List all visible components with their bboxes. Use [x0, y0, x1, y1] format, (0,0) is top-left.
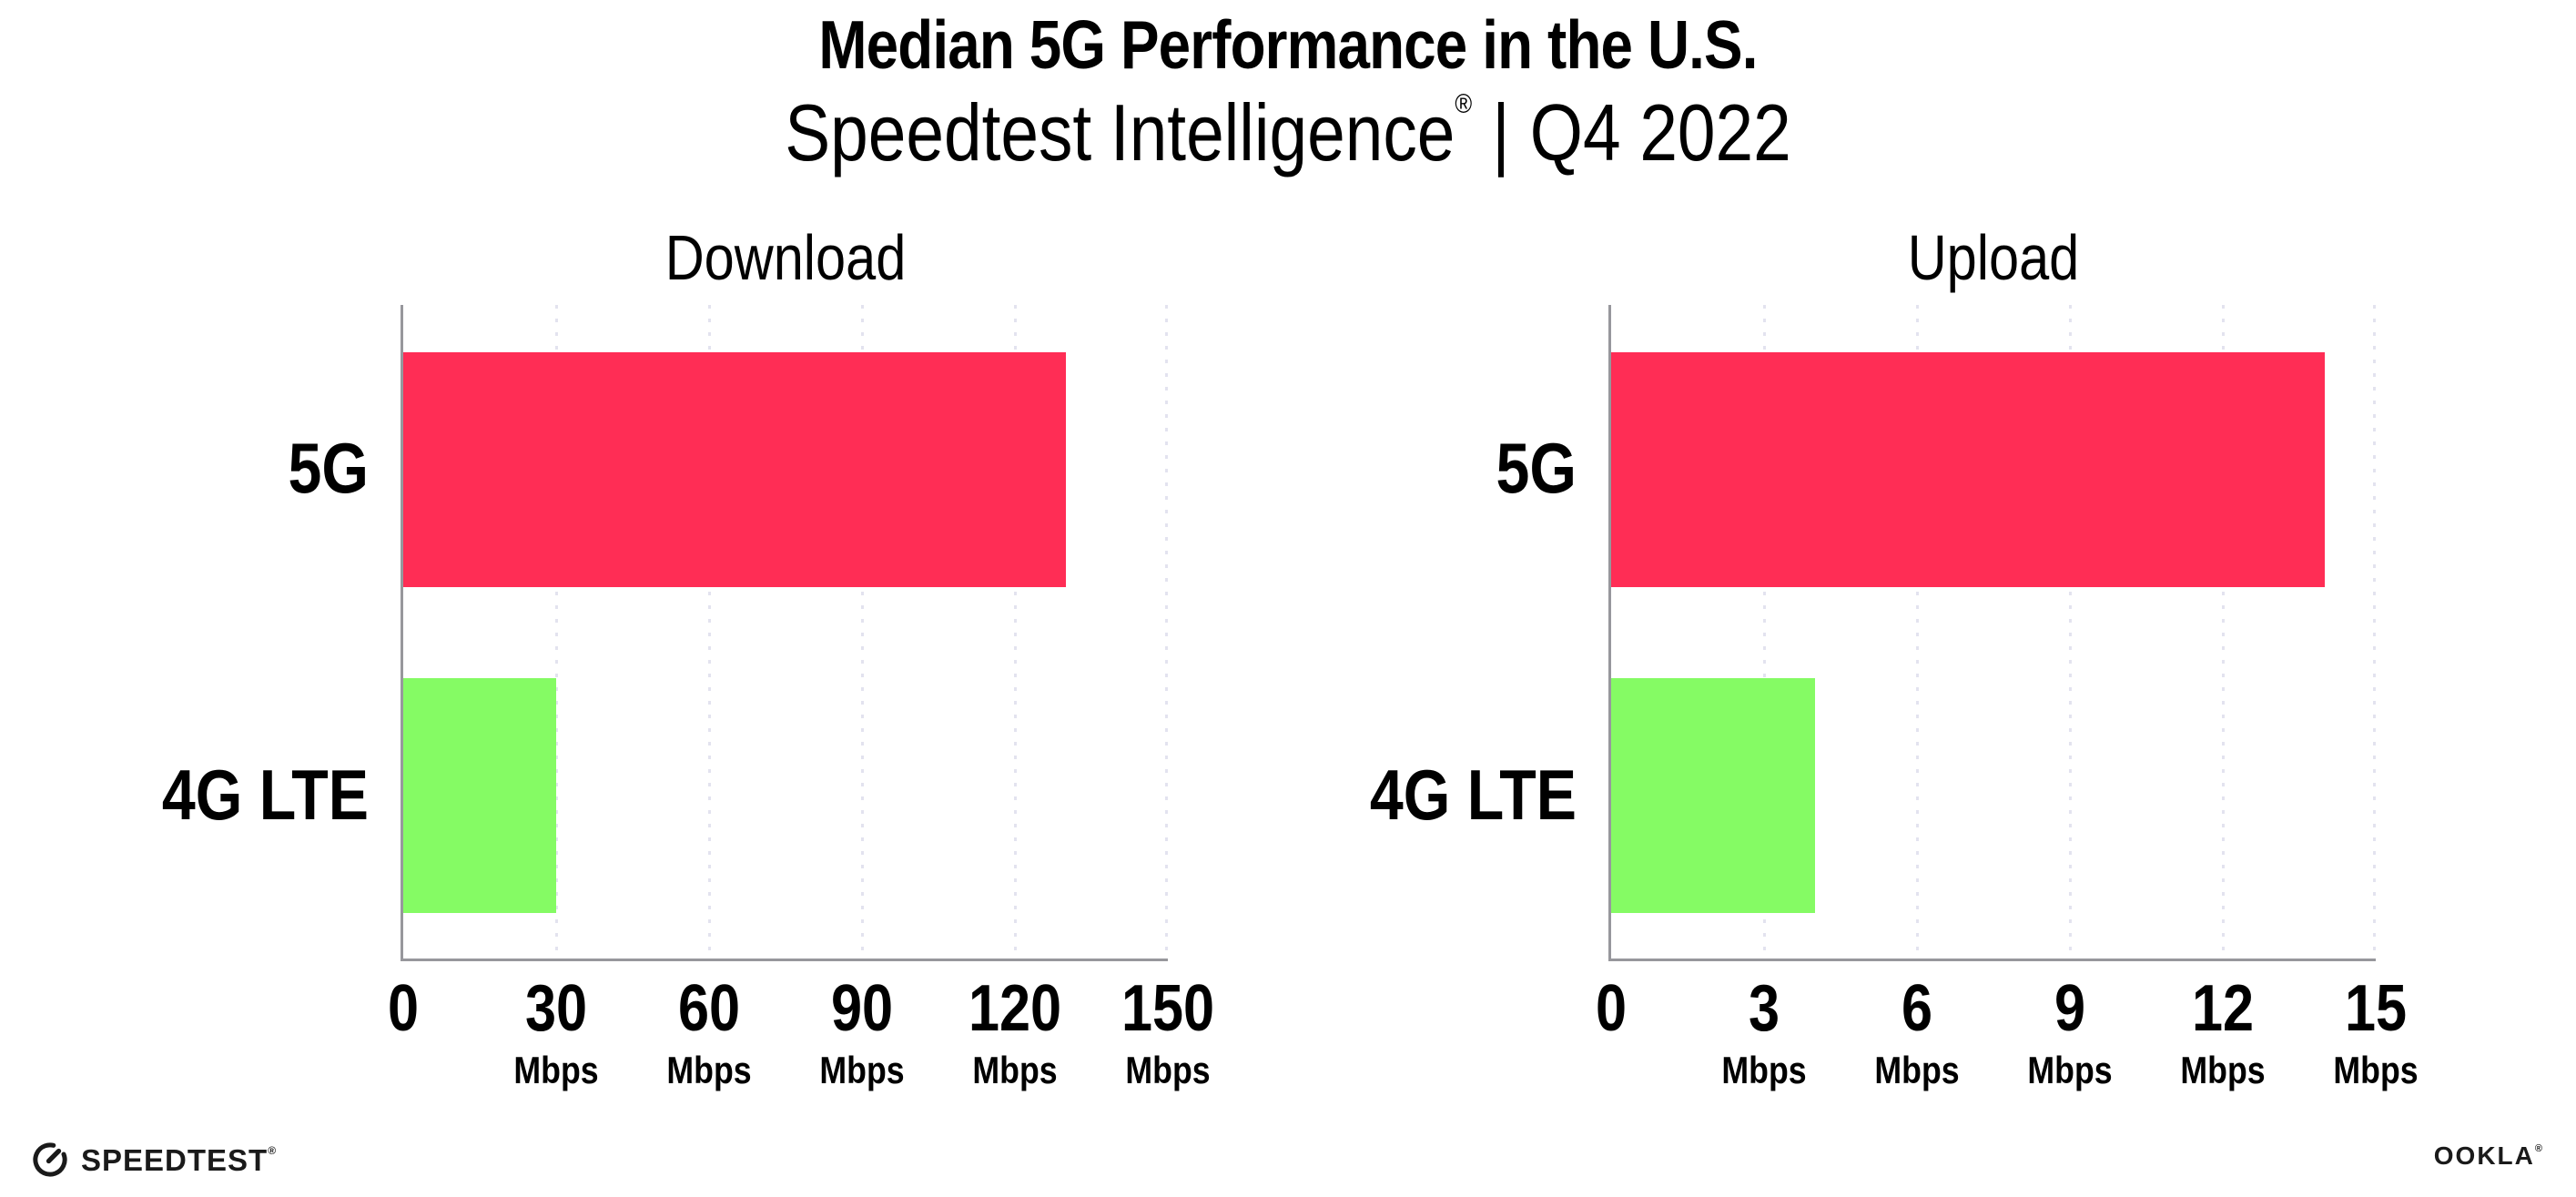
tick-label-6-upload: 6 [1901, 972, 1933, 1045]
bar-4g-lte-upload [1611, 678, 1815, 913]
tick-unit-9-upload: Mbps [2027, 1049, 2113, 1091]
tick-unit-60-download: Mbps [666, 1049, 752, 1091]
ookla-registered-mark: ® [2534, 1143, 2542, 1154]
tick-label-15-upload: 15 [2344, 972, 2408, 1045]
category-label-4g-lte-download: 4G LTE [161, 755, 369, 835]
speedtest-wordmark: SPEEDTEST® [81, 1142, 277, 1177]
tick-label-0-upload: 0 [1595, 972, 1628, 1045]
speedtest-gauge-icon [30, 1140, 70, 1180]
tick-label-30-download: 30 [524, 972, 588, 1045]
speedtest-logo: SPEEDTEST® [30, 1140, 276, 1180]
ookla-logo: OOKLA® [2434, 1143, 2542, 1169]
gridline-120 [1013, 305, 1017, 959]
gridline-3 [1762, 305, 1766, 959]
tick-label-9-upload: 9 [2054, 972, 2086, 1045]
registered-trademark-symbol: ® [1455, 89, 1473, 119]
tick-unit-15-upload: Mbps [2333, 1049, 2419, 1091]
gridline-30 [554, 305, 558, 959]
gridline-15 [2373, 305, 2376, 959]
tick-unit-150-download: Mbps [1125, 1049, 1211, 1091]
ookla-wordmark: OOKLA [2433, 1141, 2535, 1170]
chart-title-upload: Upload [1907, 222, 2080, 293]
gridline-90 [860, 305, 864, 959]
bar-5g-download [403, 352, 1066, 587]
category-label-5g-download: 5G [288, 428, 369, 508]
tick-unit-3-upload: Mbps [1721, 1049, 1807, 1091]
tick-label-0-download: 0 [387, 972, 420, 1045]
subtitle-brand: Speedtest Intelligence [785, 87, 1455, 178]
tick-unit-90-download: Mbps [819, 1049, 905, 1091]
gridline-6 [1915, 305, 1919, 959]
subtitle-separator: | [1492, 87, 1510, 178]
category-label-5g-upload: 5G [1496, 428, 1577, 508]
tick-unit-6-upload: Mbps [1874, 1049, 1960, 1091]
speedtest-registered-mark: ® [268, 1143, 277, 1157]
plot-area-download [401, 305, 1168, 961]
category-label-4g-lte-upload: 4G LTE [1369, 755, 1577, 835]
subtitle-period: Q4 2022 [1529, 87, 1791, 178]
tick-label-150-download: 150 [1121, 972, 1215, 1045]
tick-label-120-download: 120 [968, 972, 1062, 1045]
gridline-9 [2068, 305, 2072, 959]
tick-label-12-upload: 12 [2191, 972, 2255, 1045]
bar-4g-lte-download [403, 678, 556, 913]
gridline-12 [2221, 305, 2225, 959]
plot-area-upload [1608, 305, 2376, 961]
bar-5g-upload [1611, 352, 2325, 587]
chart-title-download: Download [664, 222, 907, 293]
tick-label-3-upload: 3 [1748, 972, 1780, 1045]
tick-unit-12-upload: Mbps [2180, 1049, 2266, 1091]
subtitle: Speedtest Intelligence® | Q4 2022 [193, 91, 2383, 173]
gridline-60 [707, 305, 711, 959]
page-title: Median 5G Performance in the U.S. [818, 6, 1758, 83]
gridline-150 [1165, 305, 1168, 959]
tick-unit-30-download: Mbps [513, 1049, 599, 1091]
tick-label-90-download: 90 [830, 972, 894, 1045]
tick-unit-120-download: Mbps [972, 1049, 1058, 1091]
tick-label-60-download: 60 [677, 972, 741, 1045]
